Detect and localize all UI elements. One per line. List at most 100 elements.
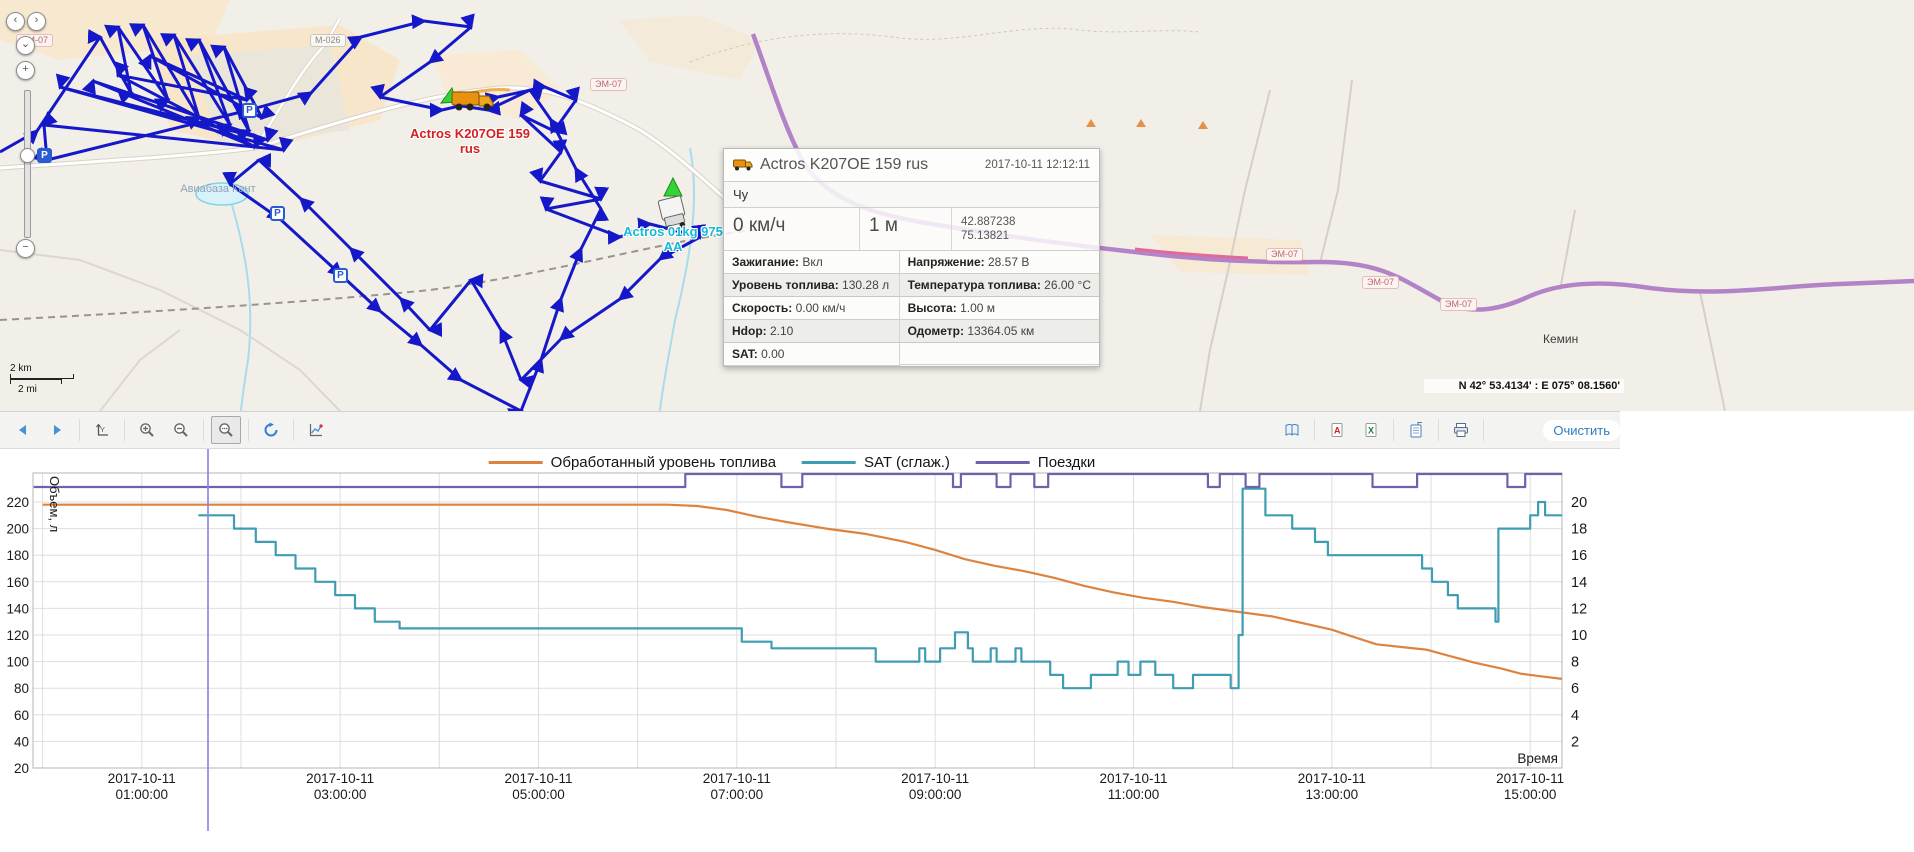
svg-text:2017-10-11: 2017-10-11 (1496, 771, 1564, 786)
pdf-button[interactable]: A (1322, 416, 1352, 444)
svg-text:13:00:00: 13:00:00 (1306, 787, 1359, 802)
svg-text:20: 20 (1571, 495, 1587, 511)
copy-button[interactable] (1401, 416, 1431, 444)
zoom-slider-handle[interactable] (20, 148, 35, 163)
chart-line-button[interactable] (301, 416, 331, 444)
svg-text:Y: Y (100, 425, 105, 434)
toolbar-separator (1314, 419, 1316, 441)
svg-text:2017-10-11: 2017-10-11 (901, 771, 969, 786)
svg-text:2017-10-11: 2017-10-11 (1298, 771, 1366, 786)
toolbar-separator (203, 419, 204, 441)
legend-label-0: Обработанный уровень топлива (550, 454, 777, 471)
vehicle-icon-truck1[interactable] (451, 91, 494, 111)
chart-plot[interactable]: 220 200 180 160 140 120 100 80 60 40 20 20 18 16 14 12 1… (0, 449, 1914, 847)
svg-text:A: A (1334, 426, 1341, 436)
road-badge: М-026 (310, 34, 346, 47)
map-water (195, 147, 696, 411)
chart-legend: Обработанный уровень топлива SAT (сглаж.)… (488, 454, 1096, 471)
svg-text:07:00:00: 07:00:00 (711, 787, 764, 802)
x-axis-title: Время (1517, 751, 1558, 766)
series-0 (42, 503, 1563, 680)
svg-text:180: 180 (6, 548, 29, 563)
parking-marker[interactable]: P (37, 148, 52, 163)
svg-text:12: 12 (1571, 601, 1587, 617)
peak-icon (1136, 119, 1146, 127)
zoom-in-map-button[interactable]: + (16, 61, 35, 80)
popup-param-left-3: Hdop: 2.10 (724, 320, 899, 343)
parking-marker[interactable]: P (242, 103, 257, 118)
svg-text:200: 200 (6, 522, 29, 537)
zoom-out-map-button[interactable]: − (16, 239, 35, 258)
vehicle1-label-line1: Actros K207OE 159 (410, 126, 530, 141)
legend-item-2[interactable]: Поездки (975, 454, 1096, 471)
next-icon (54, 425, 61, 435)
vehicle-icon-truck2[interactable] (657, 195, 688, 232)
pdf-icon: A (1331, 423, 1343, 437)
svg-text:20: 20 (14, 761, 29, 776)
toolbar-separator (1393, 419, 1395, 441)
vehicle-direction-arrow-2 (663, 176, 683, 197)
next-button[interactable] (42, 416, 72, 444)
svg-text:09:00:00: 09:00:00 (909, 787, 962, 802)
popup-param-left-0: Зажигание: Вкл (724, 251, 899, 274)
legend-label-2: Поездки (1037, 454, 1096, 471)
fit-y-icon: Y (96, 423, 108, 436)
zoom-box-button[interactable] (211, 416, 241, 444)
popup-altitude-value: 1 м (860, 208, 952, 250)
fit-y-button[interactable]: Y (87, 416, 117, 444)
parking-marker[interactable]: P (270, 206, 285, 221)
svg-text:16: 16 (1571, 548, 1587, 564)
vehicle-info-popup: Actros K207OE 159 rus 2017-10-11 12:12:1… (723, 148, 1100, 367)
pan-left-button[interactable]: ‹ (6, 12, 25, 31)
popup-param-right-4 (899, 343, 1099, 365)
zoom-slider-track[interactable] (24, 90, 31, 238)
zoom-box-icon (219, 423, 233, 437)
chart-line-icon (309, 424, 323, 437)
popup-param-left-4: SAT: 0.00 (724, 343, 899, 366)
pan-right-button[interactable]: › (27, 12, 46, 31)
svg-text:18: 18 (1571, 522, 1587, 538)
popup-header: Actros K207OE 159 rus 2017-10-11 12:12:1… (724, 149, 1099, 181)
prev-button[interactable] (8, 416, 38, 444)
report-button[interactable] (1277, 416, 1307, 444)
map-canvas[interactable]: Actros K207OE 159 rus Actros 01kg 975 AA… (0, 0, 1914, 411)
zoom-in-button[interactable] (132, 416, 162, 444)
report-icon (1285, 423, 1299, 436)
legend-item-1[interactable]: SAT (сглаж.) (802, 454, 950, 471)
svg-text:6: 6 (1571, 681, 1579, 697)
svg-text:8: 8 (1571, 655, 1579, 671)
popup-param-right-0: Напряжение: 28.57 В (899, 251, 1099, 274)
legend-item-0[interactable]: Обработанный уровень топлива (488, 454, 777, 471)
svg-text:2: 2 (1571, 734, 1579, 750)
svg-text:10: 10 (1571, 628, 1587, 644)
popup-lon: 75.13821 (961, 230, 1009, 242)
svg-text:2017-10-11: 2017-10-11 (504, 771, 572, 786)
chart-panel[interactable]: Обработанный уровень топлива SAT (сглаж.)… (0, 449, 1914, 847)
peak-icon (1198, 121, 1208, 129)
svg-text:05:00:00: 05:00:00 (512, 787, 565, 802)
svg-text:60: 60 (14, 708, 29, 723)
parking-marker[interactable]: P (333, 268, 348, 283)
popup-param-right-2: Высота: 1.00 м (899, 297, 1099, 320)
svg-text:11:00:00: 11:00:00 (1108, 787, 1160, 802)
collapse-controls-button[interactable]: ⌄ (16, 36, 35, 55)
clear-button[interactable]: Очистить (1543, 419, 1620, 441)
scale-km-label: 2 km (10, 363, 32, 374)
svg-text:15:00:00: 15:00:00 (1504, 787, 1557, 802)
zoom-out-icon (174, 423, 188, 437)
popup-speed-value: 0 км/ч (724, 208, 860, 250)
time-cursor-line[interactable] (207, 447, 209, 831)
zoom-out-button[interactable] (166, 416, 196, 444)
mouse-coordinates-readout: N 42° 53.4134' : E 075° 08.1560' (1424, 379, 1624, 393)
svg-text:80: 80 (14, 681, 29, 696)
svg-text:4: 4 (1571, 708, 1579, 724)
print-button[interactable] (1446, 416, 1476, 444)
toolbar-separator (79, 419, 80, 441)
excel-button[interactable]: X (1356, 416, 1386, 444)
vehicle1-label[interactable]: Actros K207OE 159 rus (395, 126, 545, 156)
svg-text:01:00:00: 01:00:00 (116, 787, 169, 802)
popup-param-right-3: Одометр: 13364.05 км (899, 320, 1099, 343)
refresh-button[interactable] (256, 416, 286, 444)
